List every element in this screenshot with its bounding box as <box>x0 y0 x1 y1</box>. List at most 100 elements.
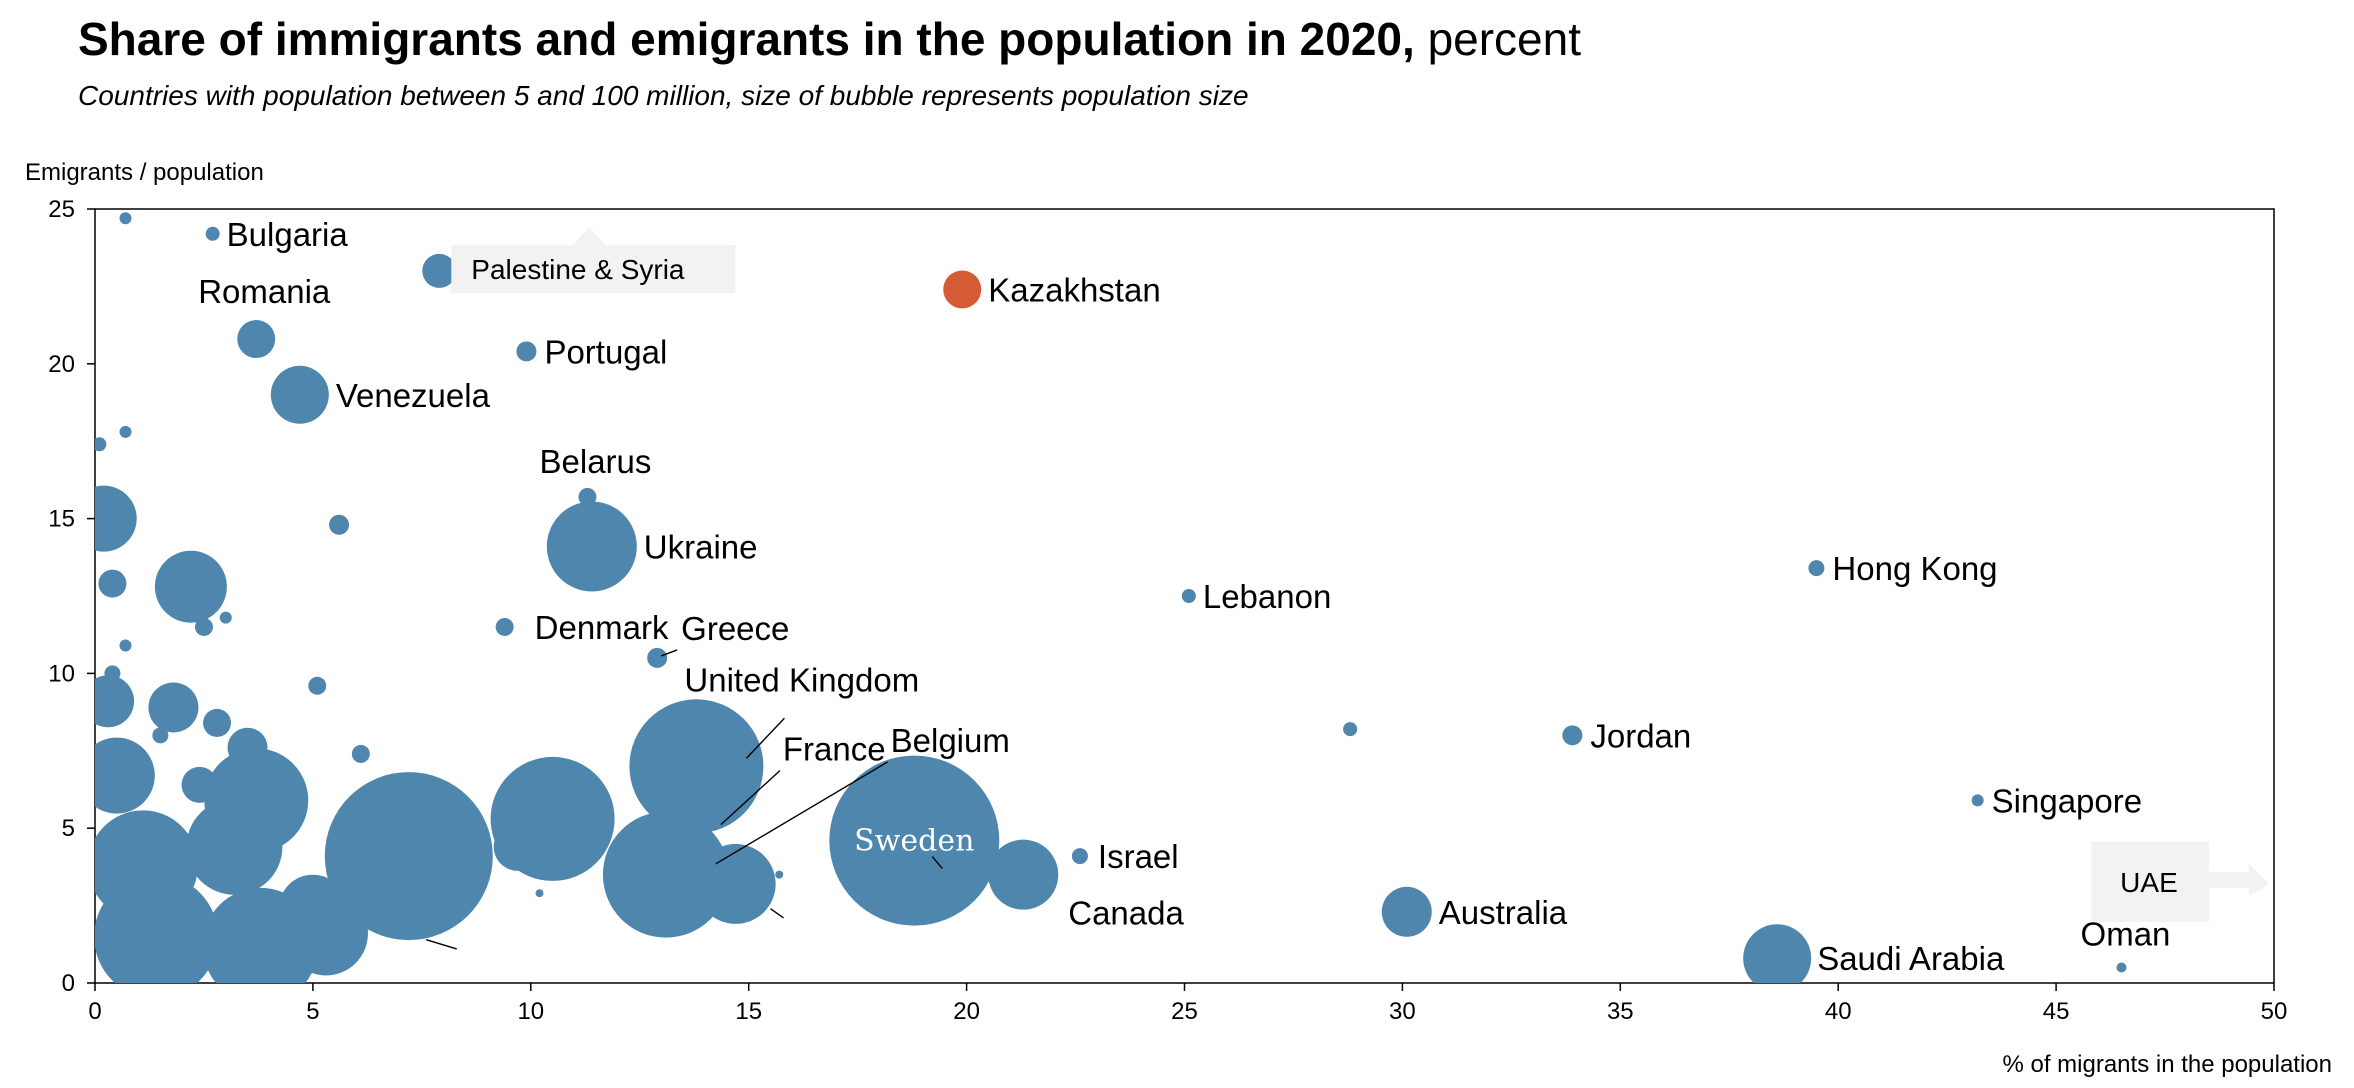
bubble <box>351 744 370 763</box>
bubble <box>493 822 542 871</box>
y-tick-label: 20 <box>48 351 75 378</box>
x-tick-label: 15 <box>735 998 762 1025</box>
bubble <box>308 676 327 695</box>
label-palestine-syria: Palestine & Syria <box>471 254 685 285</box>
bubble-united-kingdom <box>629 699 764 834</box>
bubble <box>148 682 199 733</box>
plot-frame: 0 5 10 15 20 25 30 35 40 45 50 0 5 10 15 20 25 Emigrants … <box>25 159 2332 1078</box>
y-tick-label: 5 <box>62 815 75 842</box>
bubble <box>535 889 544 898</box>
leader-line <box>715 761 888 865</box>
bubble <box>119 425 132 438</box>
bubble <box>119 639 132 652</box>
chart-title-bold: Share of immigrants and emigrants in the… <box>78 13 1415 65</box>
y-tick-label: 15 <box>48 506 75 533</box>
annotation-layer <box>426 226 2269 950</box>
label-romania: Romania <box>198 273 331 310</box>
label-uae: UAE <box>2120 867 2178 898</box>
label-united-kingdom: United Kingdom <box>684 661 919 698</box>
x-tick-label: 20 <box>953 998 980 1025</box>
label-singapore: Singapore <box>1992 782 2142 819</box>
label-saudi-arabia: Saudi Arabia <box>1817 940 2005 977</box>
label-jordan: Jordan <box>1590 717 1691 754</box>
bubble <box>324 772 493 941</box>
bubble <box>95 810 198 921</box>
bubble-romania <box>237 320 276 359</box>
bubble <box>227 727 268 768</box>
right-arrow <box>2208 863 2269 896</box>
bubble-australia <box>1381 886 1432 937</box>
x-tick-label: 35 <box>1607 998 1634 1025</box>
bubble <box>329 514 350 535</box>
label-oman: Oman <box>2081 916 2171 953</box>
bubble <box>203 708 232 737</box>
bubble-jordan <box>1562 725 1583 746</box>
bubble-layer <box>95 212 2127 983</box>
leader-line <box>745 717 785 759</box>
bubble <box>278 874 347 943</box>
bubble <box>1343 722 1358 737</box>
bubble <box>95 737 155 814</box>
bubble-belgium <box>695 843 776 924</box>
chart-title: Share of immigrants and emigrants in the… <box>78 12 1581 66</box>
label-venezuela: Venezuela <box>336 377 491 414</box>
bubble-bulgaria <box>205 226 220 241</box>
label-ukraine: Ukraine <box>644 528 758 565</box>
bubble <box>775 870 784 879</box>
label-australia: Australia <box>1439 894 1568 931</box>
uae-box <box>2090 841 2209 922</box>
label-portugal: Portugal <box>544 333 667 370</box>
label-belarus: Belarus <box>540 443 652 480</box>
bubble-ukraine <box>546 501 637 592</box>
up-arrow <box>573 226 606 245</box>
bubble <box>95 675 135 728</box>
bubble-israel <box>1071 848 1088 865</box>
label-bulgaria: Bulgaria <box>227 216 349 253</box>
x-axis-label: % of migrants in the population <box>2002 1051 2332 1078</box>
chart-title-unit: percent <box>1414 13 1582 65</box>
label-hong-kong: Hong Kong <box>1832 550 1997 587</box>
bubble <box>95 485 137 552</box>
bubble-venezuela <box>270 365 329 424</box>
bubble <box>104 665 121 682</box>
bubble-lebanon <box>1181 589 1196 603</box>
label-denmark: Denmark <box>535 609 669 646</box>
text-layer: Palestine & Syria UAE Bulgaria Kazakhstan Ro… <box>198 216 2178 977</box>
bubble-greece <box>647 647 668 668</box>
bubble-sweden <box>829 755 1000 926</box>
x-tick-label: 50 <box>2261 998 2288 1025</box>
bubble <box>95 437 107 452</box>
x-tick-label: 45 <box>2043 998 2070 1025</box>
bubble <box>98 569 127 598</box>
bubble <box>181 766 218 803</box>
label-sweden: Sweden <box>854 824 974 859</box>
bubble-saudi-arabia <box>1743 924 1812 983</box>
x-tick-label: 5 <box>306 998 319 1025</box>
bubble <box>219 611 232 624</box>
note-box <box>451 244 736 293</box>
bubble <box>154 550 227 623</box>
leader-line <box>720 770 781 826</box>
bubble-singapore <box>1971 794 1984 807</box>
bubble-denmark <box>495 617 514 636</box>
x-tick-label: 0 <box>88 998 101 1025</box>
label-lebanon: Lebanon <box>1203 578 1331 615</box>
bubble-palestine-syria <box>422 253 457 288</box>
x-tick-label: 10 <box>517 998 544 1025</box>
bubble-france <box>602 811 729 938</box>
leader-line <box>660 649 678 657</box>
x-tick-label: 40 <box>1825 998 1852 1025</box>
x-tick-label: 30 <box>1389 998 1416 1025</box>
label-canada: Canada <box>1068 895 1184 932</box>
bubble <box>194 617 213 636</box>
bubble <box>152 727 169 744</box>
bubble-hong-kong <box>1808 560 1825 577</box>
y-tick-label: 25 <box>48 196 75 223</box>
bubble <box>186 798 283 895</box>
label-france: France <box>783 731 886 768</box>
y-tick-label: 0 <box>62 970 75 997</box>
chart-subtitle: Countries with population between 5 and … <box>78 80 1249 111</box>
label-belgium: Belgium <box>891 722 1010 759</box>
y-axis-label: Emigrants / population <box>25 159 264 186</box>
